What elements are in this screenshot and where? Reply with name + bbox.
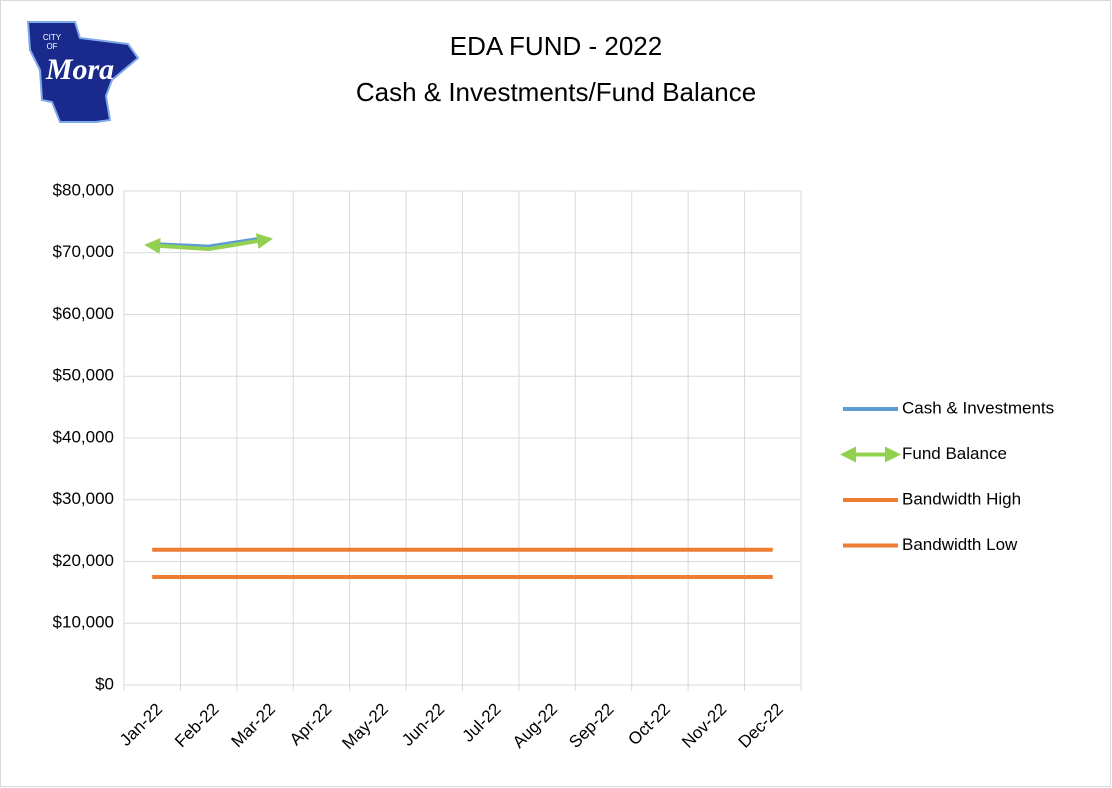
- y-tick-label: $10,000: [53, 613, 114, 632]
- logo-text: OF: [46, 42, 57, 51]
- y-tick-label: $30,000: [53, 489, 114, 508]
- y-tick-label: $60,000: [53, 304, 114, 323]
- series-line: [144, 233, 273, 254]
- legend-label: Bandwidth High: [902, 489, 1021, 508]
- legend-label: Bandwidth Low: [902, 535, 1018, 554]
- y-tick-label: $0: [95, 674, 114, 693]
- y-tick-label: $80,000: [53, 180, 114, 199]
- logo: CITY OF Mora: [26, 21, 140, 123]
- chart-title: EDA FUND - 2022: [450, 31, 662, 61]
- y-tick-label: $50,000: [53, 366, 114, 385]
- chart-subtitle: Cash & Investments/Fund Balance: [356, 77, 756, 107]
- y-tick-label: $70,000: [53, 242, 114, 261]
- legend-label: Cash & Investments: [902, 398, 1054, 417]
- y-tick-label: $20,000: [53, 551, 114, 570]
- legend-label: Fund Balance: [902, 444, 1007, 463]
- logo-shape: [26, 21, 140, 123]
- y-tick-label: $40,000: [53, 427, 114, 446]
- logo-name: Mora: [45, 53, 114, 86]
- logo-text: CITY: [43, 33, 62, 42]
